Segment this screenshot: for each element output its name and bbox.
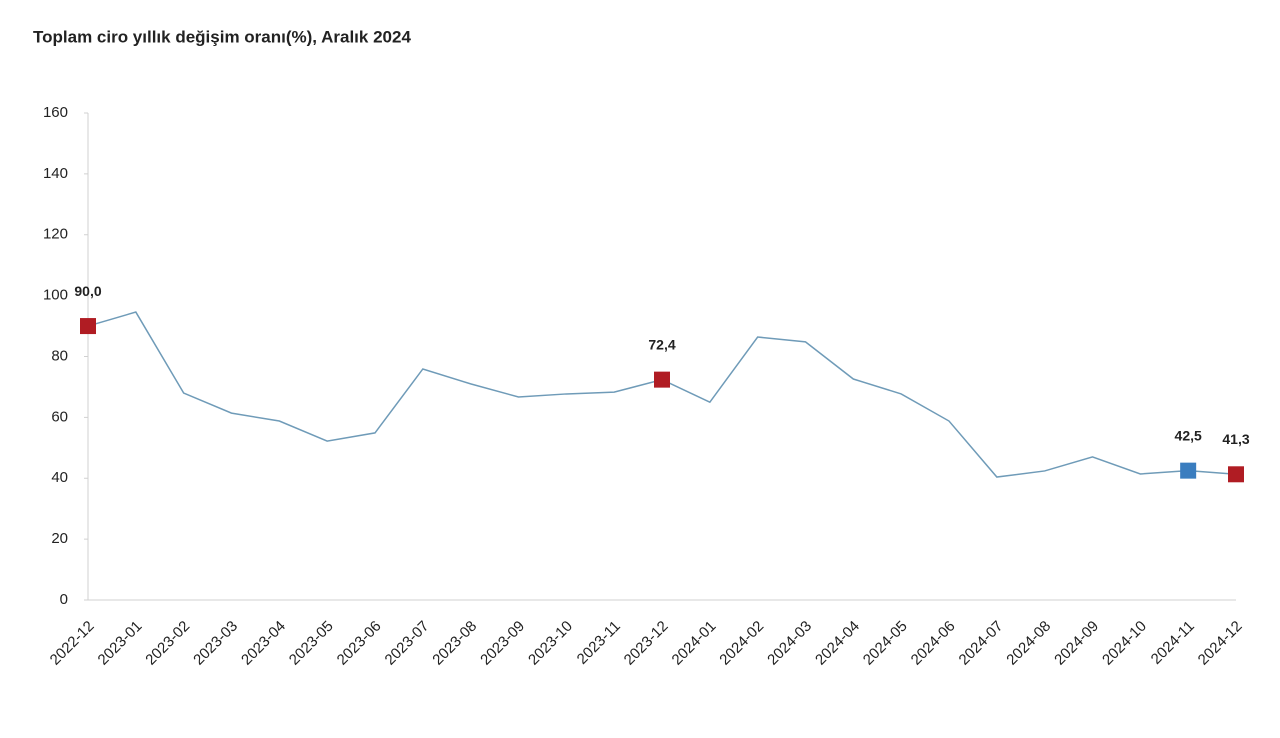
y-tick-label: 40	[51, 469, 68, 486]
x-tick-label: 2023-03	[190, 618, 241, 669]
x-tick-label: 2023-07	[382, 618, 433, 669]
value-label: 72,4	[648, 336, 675, 352]
y-tick-label: 60	[51, 408, 68, 425]
y-tick-label: 100	[43, 287, 68, 304]
x-tick-label: 2022-12	[47, 618, 98, 669]
x-tick-label: 2024-06	[908, 618, 959, 669]
x-tick-label: 2024-11	[1148, 618, 1198, 668]
marker	[1228, 466, 1244, 483]
marker	[80, 318, 96, 335]
x-tick-label: 2023-08	[429, 618, 480, 669]
x-tick-label: 2024-01	[669, 618, 720, 669]
y-tick-label: 0	[60, 591, 68, 608]
chart-title: Toplam ciro yıllık değişim oranı(%), Ara…	[33, 27, 411, 46]
x-tick-label: 2024-08	[1003, 618, 1054, 669]
x-tick-label: 2023-02	[142, 618, 193, 669]
y-tick-label: 20	[51, 530, 68, 547]
x-tick-label: 2023-09	[477, 618, 528, 669]
marker	[654, 371, 670, 388]
x-tick-label: 2023-05	[286, 618, 337, 669]
value-label: 42,5	[1175, 427, 1202, 443]
x-tick-label: 2023-06	[334, 618, 385, 669]
x-tick-label: 2023-01	[95, 618, 146, 669]
x-tick-label: 2024-03	[764, 618, 815, 669]
value-label: 90,0	[74, 283, 101, 299]
x-tick-label: 2023-04	[238, 618, 289, 669]
x-tick-label: 2024-02	[716, 618, 767, 669]
x-tick-label: 2023-10	[525, 618, 576, 669]
x-tick-label: 2023-11	[574, 618, 624, 668]
x-tick-label: 2024-12	[1195, 618, 1246, 669]
marker	[1180, 462, 1197, 479]
y-tick-label: 120	[43, 226, 68, 243]
x-tick-label: 2024-10	[1099, 618, 1150, 669]
x-tick-label: 2023-12	[621, 618, 672, 669]
x-tick-label: 2024-05	[860, 618, 911, 669]
y-tick-label: 160	[43, 104, 68, 121]
x-tick-label: 2024-04	[812, 618, 863, 669]
value-label: 41,3	[1222, 431, 1249, 447]
x-tick-label: 2024-09	[1051, 618, 1102, 669]
x-tick-label: 2024-07	[956, 618, 1007, 669]
y-tick-label: 140	[43, 165, 68, 182]
y-tick-label: 80	[51, 347, 68, 364]
